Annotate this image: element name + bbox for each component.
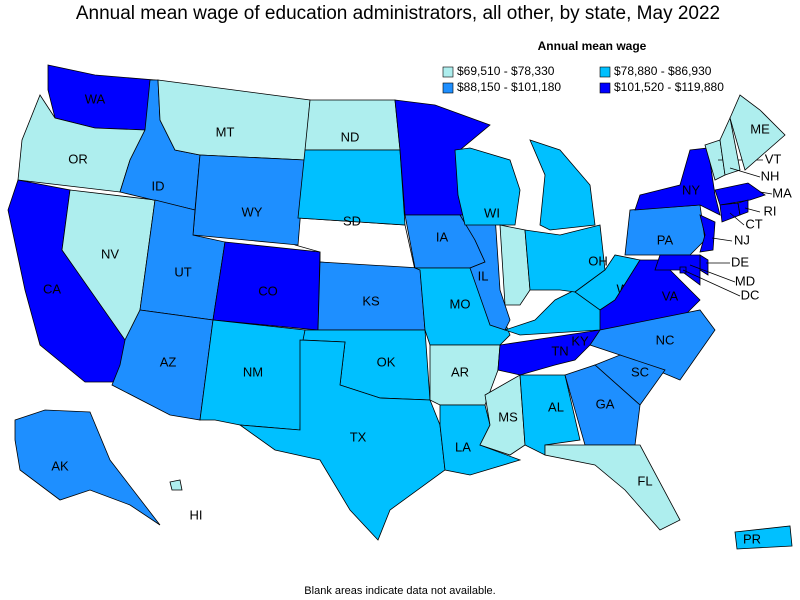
- state-label: VA: [662, 288, 679, 303]
- state-label: MD: [735, 273, 755, 288]
- state-label: RI: [764, 203, 777, 218]
- state-label: OK: [377, 354, 396, 369]
- state-label: FL: [637, 473, 652, 488]
- state: [719, 116, 741, 176]
- state: [699, 214, 716, 253]
- state-label: MA: [772, 185, 792, 200]
- state-label: MO: [450, 296, 471, 311]
- state-label: NH: [761, 168, 780, 183]
- state-label: CO: [258, 283, 278, 298]
- state: [499, 224, 531, 306]
- state-label: AR: [451, 364, 469, 379]
- state: [737, 199, 749, 216]
- state: [169, 479, 183, 491]
- state-label: TX: [350, 429, 367, 444]
- legend-title: Annual mean wage: [538, 39, 647, 53]
- legend-swatch: [442, 66, 454, 78]
- state: [544, 444, 681, 531]
- state-label: AZ: [160, 354, 177, 369]
- state: [589, 309, 716, 381]
- state-label: PA: [657, 232, 674, 247]
- state: [654, 254, 701, 286]
- state-label: ID: [152, 178, 165, 193]
- state-label: GA: [596, 396, 615, 411]
- leader-line: [682, 269, 741, 297]
- legend-label: $101,520 - $119,880: [614, 80, 724, 94]
- state: [297, 149, 406, 226]
- state: [714, 182, 766, 206]
- state-label: NJ: [734, 232, 750, 247]
- state: [192, 154, 306, 246]
- state-label: UT: [174, 264, 191, 279]
- state-label: SC: [631, 364, 649, 379]
- state-label: NV: [101, 246, 119, 261]
- state-label: KY: [571, 333, 589, 348]
- leader-line: [729, 167, 761, 178]
- leader-line: [711, 237, 733, 242]
- state-label: SD: [343, 213, 361, 228]
- state-label: KS: [362, 293, 380, 308]
- legend-swatch: [599, 66, 611, 78]
- leader-line: [759, 191, 773, 195]
- state: [529, 139, 596, 231]
- state-label: DE: [731, 254, 749, 269]
- state-label: OR: [68, 151, 88, 166]
- state: [634, 147, 721, 216]
- state: [157, 79, 311, 161]
- state-label: CA: [43, 281, 61, 296]
- state-label: NM: [243, 364, 263, 379]
- state: [14, 409, 161, 526]
- leader-line: [744, 207, 761, 213]
- legend-label: $88,150 - $101,180: [457, 80, 561, 94]
- state: [459, 214, 511, 331]
- state: [238, 339, 446, 541]
- state-label: MT: [216, 124, 235, 139]
- state-label: LA: [455, 439, 471, 454]
- state-label: TN: [551, 343, 568, 358]
- state: [564, 364, 641, 446]
- map-title: Annual mean wage of education administra…: [76, 3, 720, 24]
- state-label: ND: [341, 129, 360, 144]
- state-label: IL: [478, 268, 489, 283]
- legend-swatch: [442, 82, 454, 94]
- state: [699, 254, 709, 276]
- state-label: NC: [656, 332, 675, 347]
- state-label: NY: [682, 182, 700, 197]
- state-label: VT: [765, 151, 782, 166]
- legend-label: $69,510 - $78,330: [457, 64, 555, 78]
- state-label: ME: [750, 121, 770, 136]
- state-label: IA: [436, 229, 449, 244]
- state-label: HI: [190, 507, 203, 522]
- state-label: CT: [745, 216, 762, 231]
- state: [734, 525, 793, 550]
- state-label: PR: [743, 531, 761, 546]
- state-label: MS: [498, 409, 518, 424]
- leader-line: [729, 212, 745, 226]
- state-label: OH: [588, 253, 608, 268]
- legend-swatch: [599, 82, 611, 94]
- footnote: Blank areas indicate data not available.: [304, 585, 495, 597]
- leader-line: [689, 264, 736, 283]
- state-label: WI: [484, 205, 500, 220]
- state: [624, 204, 706, 256]
- state-label: AL: [548, 399, 564, 414]
- state-label: WY: [242, 204, 263, 219]
- state-label: WA: [85, 91, 106, 106]
- state: [439, 404, 522, 476]
- state: [729, 94, 786, 171]
- state: [454, 147, 521, 226]
- state-label: DC: [741, 287, 760, 302]
- state-label: AK: [51, 458, 69, 473]
- legend-label: $78,880 - $86,930: [614, 64, 712, 78]
